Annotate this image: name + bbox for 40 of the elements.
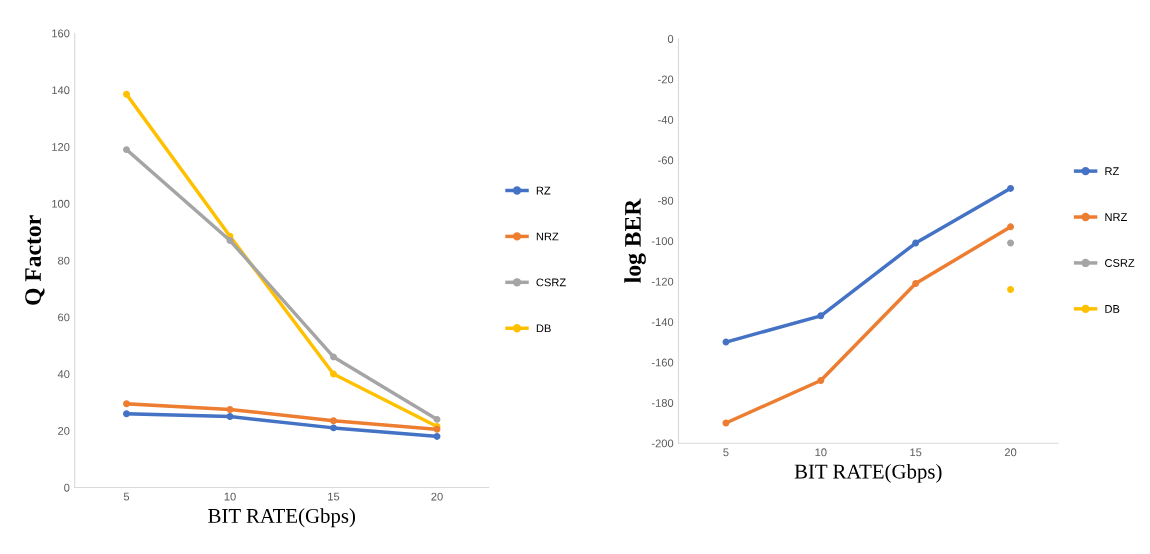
y-tick-label: -20 (658, 75, 674, 84)
x-tick-label: 10 (224, 492, 236, 501)
y-tick-label: 20 (58, 427, 70, 435)
y-tick-label: -180 (651, 399, 674, 407)
x-axis-title: BIT RATE(Gbps) (794, 463, 942, 483)
y-tick-label: -80 (658, 196, 674, 205)
legend-label: DB (1105, 305, 1120, 313)
y-tick-label: 60 (58, 313, 70, 322)
y-tick-label: 0 (667, 35, 674, 43)
y-tick-label: -40 (658, 115, 674, 124)
legend-label: RZ (536, 186, 551, 195)
y-tick-label: -140 (651, 318, 674, 327)
y-tick-label: -200 (651, 439, 674, 448)
y-axis-title: log BER (624, 198, 646, 283)
y-tick-label: -60 (658, 156, 674, 165)
x-tick-label: 15 (328, 492, 340, 501)
y-tick-label: -100 (651, 237, 674, 246)
y-tick-label: 140 (52, 86, 70, 95)
y-axis-title: Q Factor (25, 215, 45, 305)
legend-label: RZ (1105, 167, 1119, 175)
y-tick-label: -120 (651, 277, 674, 286)
y-tick-label: 160 (52, 29, 70, 38)
legend-label: CSRZ (536, 278, 566, 287)
y-tick-label: 100 (52, 199, 70, 208)
legend-label: DB (536, 324, 551, 333)
y-tick-label: -160 (651, 358, 674, 367)
x-tick-label: 5 (123, 492, 130, 501)
x-tick-label: 20 (431, 492, 443, 501)
y-tick-label: 0 (64, 483, 70, 492)
legend-label: CSRZ (1105, 259, 1135, 267)
x-axis-title: BIT RATE(Gbps) (208, 508, 356, 528)
y-tick-label: 120 (52, 143, 70, 151)
legend-label: NRZ (1105, 213, 1127, 221)
y-tick-label: 80 (58, 256, 70, 265)
x-tick-label: 5 (723, 448, 729, 457)
x-tick-label: 10 (815, 448, 827, 457)
x-tick-label: 20 (1004, 448, 1017, 457)
x-tick-label: 15 (910, 448, 922, 457)
y-tick-label: 40 (57, 370, 70, 379)
legend-label: NRZ (536, 232, 559, 241)
